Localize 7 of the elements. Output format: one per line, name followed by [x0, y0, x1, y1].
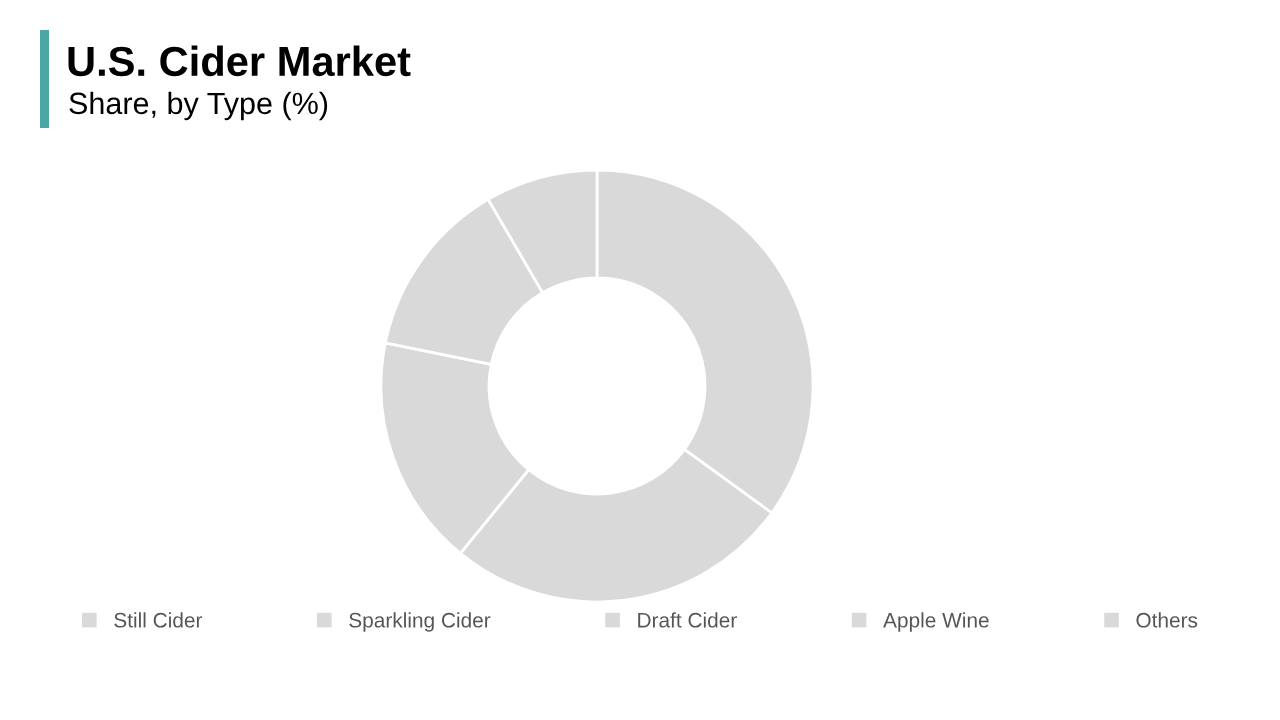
legend-label: Apple Wine	[883, 612, 989, 632]
chart-subtitle: Share, by Type (%)	[69, 91, 328, 121]
legend-label: Draft Cider	[638, 612, 737, 628]
legend-label: Others	[1136, 612, 1198, 628]
chart-title: U.S. Cider Market	[68, 45, 411, 77]
legend-label: Still Cider	[114, 612, 203, 628]
legend-label: Sparkling Cider	[349, 612, 491, 632]
